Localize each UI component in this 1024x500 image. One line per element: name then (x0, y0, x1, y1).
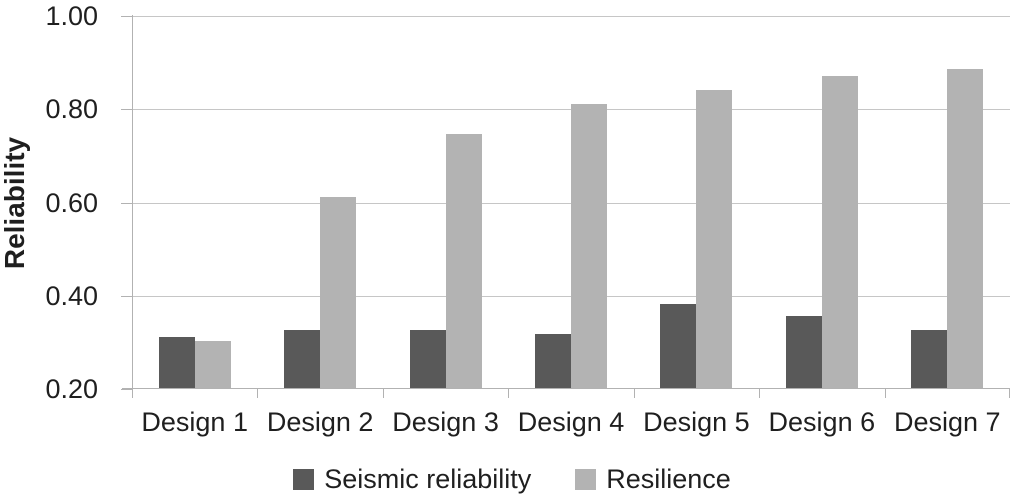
bar-resilience-design-7 (947, 68, 984, 388)
x-tick-label-design-5: Design 5 (643, 407, 750, 437)
bar-resilience-design-2 (320, 196, 357, 388)
x-tick-label-design-2: Design 2 (266, 407, 374, 437)
bar-resilience-design-5 (696, 89, 733, 388)
bar-resilience-design-6 (821, 75, 858, 388)
legend: Seismic reliability Resilience (0, 463, 1024, 495)
bar-seismic-reliability-design-3 (409, 329, 446, 388)
legend-label: Resilience (606, 464, 731, 494)
y-tick-mark-0.40 (121, 295, 132, 297)
x-tick-mark-7 (1009, 389, 1010, 398)
x-tick-mark-6 (884, 389, 886, 398)
x-tick-mark-4 (633, 389, 635, 398)
bar-seismic-reliability-design-1 (158, 336, 195, 388)
legend-item-resilience: Resilience (575, 463, 731, 495)
y-tick-label-1.00: 1.00 (45, 1, 98, 31)
y-tick-label-0.60: 0.60 (45, 187, 98, 218)
legend-item-seismic-reliability: Seismic reliability (293, 463, 531, 495)
legend-label: Seismic reliability (324, 464, 532, 494)
x-tick-mark-5 (759, 389, 761, 398)
x-tick-mark-1 (257, 389, 259, 398)
plot-area (121, 15, 1010, 398)
x-tick-mark-3 (508, 389, 510, 398)
bar-seismic-reliability-design-7 (911, 329, 948, 388)
gridline-1.00 (132, 16, 1010, 17)
bar-resilience-design-4 (571, 103, 607, 388)
bar-seismic-reliability-design-6 (785, 315, 822, 388)
x-tick-label-design-7: Design 7 (893, 407, 1001, 437)
legend-swatch-icon (293, 468, 315, 490)
y-tick-label-0.80: 0.80 (45, 94, 98, 125)
x-tick-label-design-6: Design 6 (768, 407, 876, 437)
y-tick-label-0.40: 0.40 (45, 280, 98, 311)
y-axis-line (132, 15, 133, 398)
legend-swatch-icon (575, 468, 597, 490)
bar-seismic-reliability-design-2 (284, 329, 321, 388)
y-tick-label-0.20: 0.20 (45, 374, 98, 404)
x-tick-label-design-1: Design 1 (141, 407, 248, 437)
bar-resilience-design-1 (194, 341, 231, 388)
x-axis-line (122, 388, 1010, 389)
x-tick-mark-2 (382, 389, 384, 398)
bar-seismic-reliability-design-4 (535, 334, 571, 388)
x-tick-label-design-4: Design 4 (517, 407, 625, 437)
y-tick-mark-0.80 (121, 109, 132, 111)
y-tick-mark-0.20 (121, 389, 132, 390)
x-tick-mark-0 (132, 389, 133, 398)
x-tick-label-design-3: Design 3 (392, 407, 499, 437)
y-tick-mark-0.60 (121, 202, 132, 204)
bar-resilience-design-3 (445, 133, 482, 388)
y-tick-mark-1.00 (121, 16, 132, 17)
bar-seismic-reliability-design-5 (660, 304, 697, 388)
